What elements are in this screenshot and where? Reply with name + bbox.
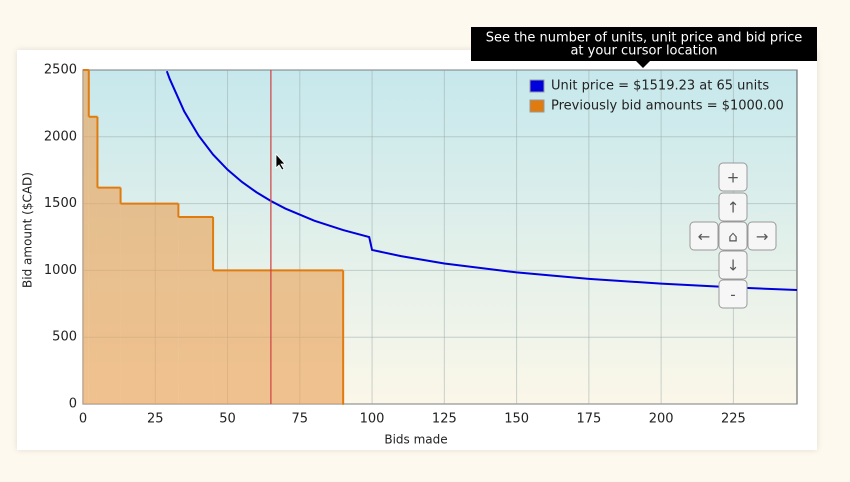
mouse-pointer	[275, 152, 286, 171]
nav-button-label[interactable]: ⌂	[728, 228, 738, 246]
tooltip-text: See the number of units, unit price and …	[486, 31, 803, 46]
y-tick-label: 1000	[44, 263, 77, 278]
x-tick-label: 50	[219, 412, 236, 427]
y-tick-label: 1500	[44, 196, 77, 211]
nav-button[interactable]	[689, 221, 719, 251]
step-area	[213, 270, 344, 404]
nav-button[interactable]	[718, 250, 748, 280]
x-tick-label: 0	[79, 412, 87, 427]
step-end	[342, 403, 345, 405]
nav-button[interactable]	[718, 192, 748, 222]
unit-price-line	[165, 70, 798, 292]
legend-label: Previously bid amounts = $1000.00	[551, 99, 784, 114]
y-tick-label: 0	[69, 397, 77, 412]
x-tick-label: 175	[576, 412, 601, 427]
step-area	[97, 187, 121, 404]
x-tick-label: 225	[721, 412, 746, 427]
x-tick-label: 150	[504, 412, 529, 427]
step-area	[83, 70, 89, 404]
nav-button-label[interactable]: -	[730, 286, 735, 304]
step-area	[178, 216, 214, 404]
nav-button[interactable]	[718, 221, 748, 251]
x-axis-label: Bids made	[384, 433, 447, 447]
nav-button-label[interactable]: →	[756, 228, 769, 246]
legend-swatch	[529, 99, 545, 113]
nav-button-label[interactable]: +	[727, 169, 740, 187]
nav-button[interactable]	[747, 221, 777, 251]
nav-button-label[interactable]: ↑	[727, 199, 740, 217]
nav-button[interactable]	[718, 279, 748, 309]
x-tick-label: 25	[147, 412, 164, 427]
x-tick-label: 200	[649, 412, 674, 427]
tooltip-arrow	[636, 61, 650, 68]
step-area	[120, 203, 179, 404]
tooltip-box	[471, 27, 817, 61]
nav-button-label[interactable]: ↓	[727, 257, 740, 275]
nav-button[interactable]	[718, 162, 748, 192]
x-tick-label: 100	[360, 412, 385, 427]
y-tick-label: 500	[52, 330, 77, 345]
x-tick-label: 125	[432, 412, 457, 427]
legend-label: Unit price = $1519.23 at 65 units	[551, 79, 769, 94]
x-tick-label: 75	[292, 412, 309, 427]
nav-button-label[interactable]: ←	[698, 228, 711, 246]
y-tick-label: 2500	[44, 63, 77, 78]
step-area	[88, 116, 98, 404]
y-tick-label: 2000	[44, 129, 77, 144]
tooltip-text: at your cursor location	[570, 44, 717, 59]
y-axis-label: Bid amount ($CAD)	[21, 172, 35, 288]
legend-swatch	[529, 79, 545, 93]
